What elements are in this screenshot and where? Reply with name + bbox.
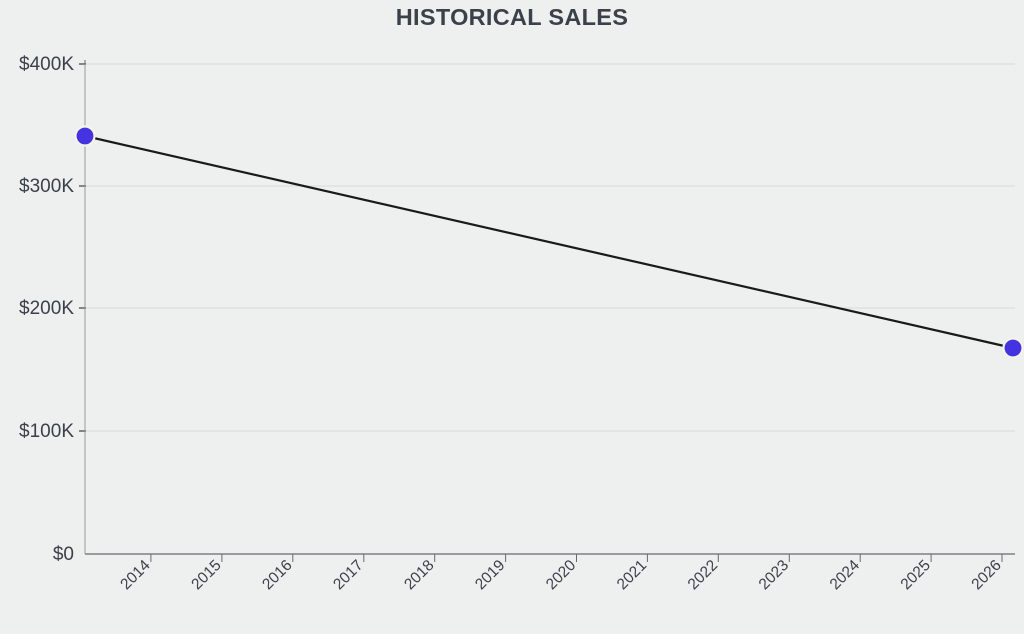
svg-text:2019: 2019 [472,557,508,593]
svg-text:2018: 2018 [401,557,437,593]
svg-text:2020: 2020 [543,557,580,594]
svg-text:$400K: $400K [19,54,74,75]
svg-text:$200K: $200K [19,298,74,319]
svg-text:$100K: $100K [19,421,74,442]
svg-text:2026: 2026 [968,557,1004,593]
svg-text:2017: 2017 [330,557,366,593]
svg-text:2015: 2015 [188,557,224,593]
svg-text:2014: 2014 [117,557,154,594]
svg-text:2023: 2023 [756,557,792,593]
svg-text:2022: 2022 [685,557,721,593]
svg-text:2024: 2024 [827,557,864,594]
svg-text:2025: 2025 [898,557,934,593]
svg-text:$0: $0 [53,544,74,565]
svg-text:$300K: $300K [19,176,74,197]
svg-text:2016: 2016 [259,557,295,593]
svg-text:2021: 2021 [614,557,650,593]
